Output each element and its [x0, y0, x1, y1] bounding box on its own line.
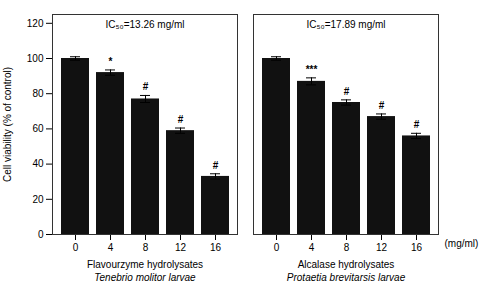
svg-text:(mg/ml): (mg/ml)	[445, 238, 479, 249]
svg-text:16: 16	[210, 242, 222, 253]
svg-text:IC₅₀=13.26 mg/ml: IC₅₀=13.26 mg/ml	[105, 19, 184, 30]
svg-text:60: 60	[32, 123, 44, 134]
svg-text:#: #	[344, 86, 350, 97]
svg-text:Flavourzyme hydrolysates: Flavourzyme hydrolysates	[87, 259, 203, 270]
svg-text:0: 0	[38, 229, 44, 240]
svg-text:Cell viability (% of control): Cell viability (% of control)	[2, 67, 13, 182]
svg-text:#: #	[213, 160, 219, 171]
svg-text:#: #	[143, 81, 149, 92]
svg-text:*: *	[109, 56, 113, 67]
svg-text:40: 40	[32, 158, 44, 169]
svg-text:Tenebrio molitor larvae: Tenebrio molitor larvae	[94, 272, 196, 283]
svg-text:80: 80	[32, 88, 44, 99]
svg-text:12: 12	[376, 242, 388, 253]
svg-text:Protaetia brevitarsis larvae: Protaetia brevitarsis larvae	[287, 272, 406, 283]
svg-text:20: 20	[32, 194, 44, 205]
svg-text:16: 16	[411, 242, 423, 253]
svg-text:120: 120	[27, 18, 44, 29]
svg-text:4: 4	[309, 242, 315, 253]
svg-text:4: 4	[108, 242, 114, 253]
svg-text:8: 8	[344, 242, 350, 253]
svg-text:IC₅₀=17.89 mg/ml: IC₅₀=17.89 mg/ml	[306, 19, 385, 30]
svg-text:#: #	[414, 119, 420, 130]
svg-text:8: 8	[143, 242, 149, 253]
svg-text:12: 12	[175, 242, 187, 253]
svg-text:0: 0	[274, 242, 280, 253]
svg-text:0: 0	[73, 242, 79, 253]
svg-text:#: #	[379, 100, 385, 111]
svg-text:#: #	[178, 114, 184, 125]
svg-text:100: 100	[27, 53, 44, 64]
svg-text:***: ***	[306, 64, 318, 75]
svg-text:Alcalase hydrolysates: Alcalase hydrolysates	[298, 259, 395, 270]
